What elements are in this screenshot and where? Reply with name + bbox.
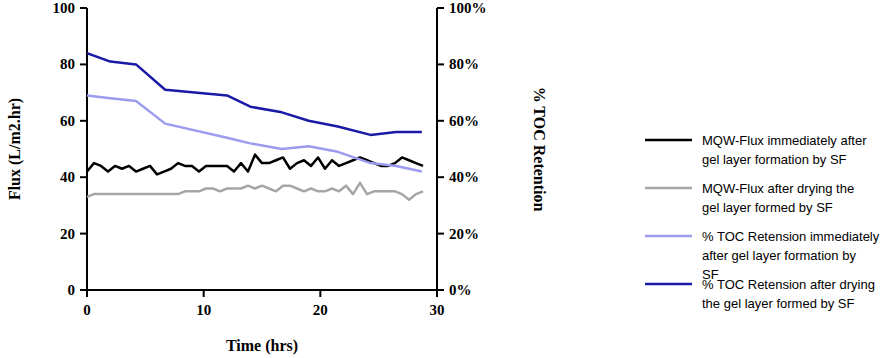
legend-label-line: after gel layer formation by [702, 248, 856, 263]
legend-label-line: gel layer formation by SF [702, 152, 847, 167]
x-tick-label: 10 [196, 302, 211, 318]
legend-label-line: % TOC Retension immediately [702, 229, 880, 244]
x-tick-label: 20 [313, 302, 328, 318]
y-tick [80, 176, 87, 178]
y-tick-label: 0 [68, 282, 76, 298]
x-tick [203, 290, 205, 297]
y-axis [86, 8, 88, 290]
x-tick [86, 290, 88, 297]
y2-tick-label: 100% [449, 0, 487, 16]
x-tick [436, 290, 438, 297]
y-axis-title: Flux (L/m2.hr) [6, 98, 24, 200]
legend-swatch [645, 139, 692, 142]
y2-tick-label: 80% [449, 56, 479, 72]
y-tick [80, 120, 87, 122]
y2-tick [437, 233, 444, 235]
legend-label: MQW-Flux immediately after gel layer form… [702, 133, 867, 167]
series-line [87, 183, 423, 200]
y2-axis [436, 8, 438, 290]
chart: 0 20 40 60 80 100 0% 20% 40% 60% 80% 100% 0 10 20 30 Tim… [0, 0, 886, 358]
x-axis-title: Time (hrs) [226, 337, 298, 355]
y-tick-label: 80 [60, 56, 75, 72]
x-axis [87, 289, 437, 291]
legend-label: % TOC Retension after drying the gel laye… [702, 277, 875, 311]
y2-tick [437, 120, 444, 122]
y2-axis-title: % TOC Retention [531, 87, 548, 212]
series-line [87, 53, 422, 135]
x-tick-label: 30 [430, 302, 445, 318]
legend-label-line: gel layer formed by SF [702, 200, 833, 215]
legend-label-line: % TOC Retension after drying [702, 277, 875, 292]
y-tick [80, 233, 87, 235]
legend-label-line: the gel layer formed by SF [702, 296, 855, 311]
x-tick-label: 0 [83, 302, 91, 318]
y2-tick [437, 63, 444, 65]
y2-tick [437, 176, 444, 178]
y-tick-label: 40 [60, 169, 75, 185]
y2-tick-label: 60% [449, 113, 479, 129]
y-tick [80, 289, 87, 291]
y-tick-label: 60 [60, 113, 75, 129]
y-tick-label: 20 [60, 226, 75, 242]
y2-tick-label: 40% [449, 169, 479, 185]
legend-label: MQW-Flux after drying the gel layer forme… [702, 181, 854, 215]
legend-swatch [645, 283, 692, 286]
legend-swatch [645, 187, 692, 190]
legend-label: % TOC Retension immediately after gel lay… [702, 229, 880, 282]
y-tick [80, 7, 87, 9]
y-tick-label: 100 [53, 0, 76, 16]
plot-area [87, 53, 423, 200]
y2-tick [437, 7, 444, 9]
y2-tick [437, 289, 444, 291]
y2-tick-label: 20% [449, 226, 479, 242]
legend-swatch [645, 235, 692, 238]
legend-label-line: MQW-Flux immediately after [702, 133, 867, 148]
legend-label-line: MQW-Flux after drying the [702, 181, 854, 196]
y2-tick-label: 0% [449, 282, 472, 298]
y-tick [80, 63, 87, 65]
x-tick [319, 290, 321, 297]
